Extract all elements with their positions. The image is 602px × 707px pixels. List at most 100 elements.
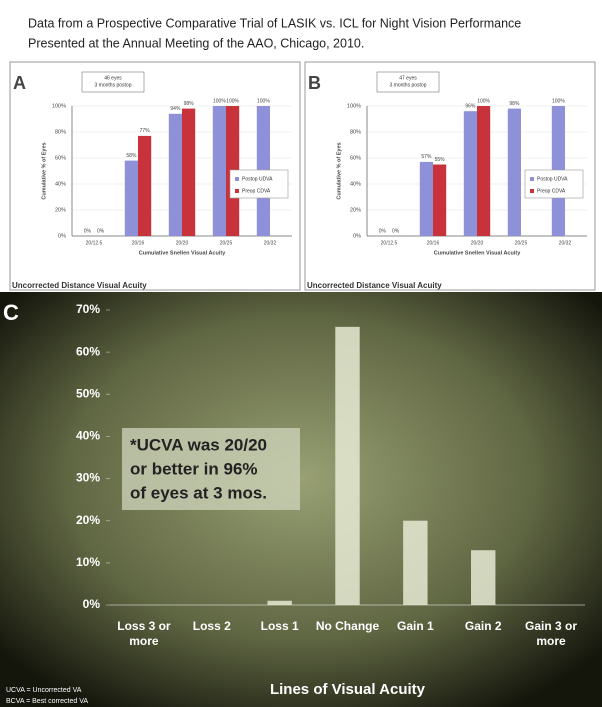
x-tick-label: Gain 3 or more — [525, 619, 578, 648]
annotation: of eyes at 3 mos. — [130, 483, 267, 502]
bar — [182, 108, 196, 236]
y-tick-label: 40% — [55, 181, 66, 187]
y-axis-label: Cumulative % of Eyes — [336, 142, 342, 199]
x-tick-label: 20/20 — [176, 240, 189, 246]
value-label: 77% — [140, 128, 151, 134]
annotation: 46 eyes — [104, 75, 122, 81]
bar — [212, 106, 226, 236]
y-tick-label: 60% — [350, 155, 361, 161]
legend-label: Preop CDVA — [537, 188, 566, 194]
bar — [433, 164, 447, 236]
y-tick-label: 20% — [76, 513, 100, 527]
x-tick-label: Loss 2 — [192, 619, 231, 633]
value-label: 0% — [97, 228, 105, 234]
y-tick-label: 40% — [350, 181, 361, 187]
value-label: 57% — [421, 154, 432, 160]
x-tick-label: Loss 1 — [260, 619, 299, 633]
legend-swatch — [530, 177, 534, 181]
bar — [267, 600, 292, 605]
annotation: *UCVA was 20/20 — [130, 435, 267, 454]
y-axis-label: Cumulative % of Eyes — [41, 142, 47, 199]
legend-swatch — [235, 177, 239, 181]
panel-label: A — [13, 73, 26, 93]
annotation: or better in 96% — [130, 459, 258, 478]
legend-label: Preop CDVA — [242, 188, 271, 194]
y-tick-label: 70% — [76, 302, 100, 316]
y-tick-label: 10% — [76, 555, 100, 569]
annotation-box — [376, 71, 440, 93]
x-tick-label: Loss 3 or more — [117, 619, 171, 648]
annotation: 3 months postop — [390, 82, 427, 88]
bar — [477, 106, 491, 236]
legend-swatch — [530, 189, 534, 193]
value-label: 55% — [435, 157, 446, 163]
panel-label: B — [308, 73, 321, 93]
bar — [471, 550, 496, 605]
panel-footer: Uncorrected Distance Visual Acuity — [12, 281, 147, 290]
header-line: Data from a Prospective Comparative Tria… — [28, 16, 521, 30]
value-label: 100% — [257, 98, 270, 104]
x-axis-label: Lines of Visual Acuity — [270, 681, 426, 698]
value-label: 96% — [465, 104, 476, 110]
legend-box — [524, 169, 584, 199]
value-label: 94% — [170, 106, 181, 112]
footnote: UCVA = Uncorrected VA — [6, 687, 82, 694]
legend-label: Postop UDVA — [242, 176, 273, 182]
x-tick-label: Gain 2 — [464, 619, 502, 633]
y-tick-label: 0% — [58, 233, 66, 239]
value-label: 0% — [392, 228, 400, 234]
photo-background — [0, 292, 602, 707]
x-tick-label: 20/16 — [427, 240, 440, 246]
x-tick-label: 20/32 — [559, 240, 572, 246]
value-label: 100% — [226, 98, 239, 104]
x-tick-label: 20/12.5 — [86, 240, 103, 246]
y-tick-label: 0% — [83, 597, 101, 611]
annotation: 3 months postop — [95, 82, 132, 88]
panel-footer: Uncorrected Distance Visual Acuity — [307, 281, 442, 290]
bar — [507, 108, 521, 236]
bar — [335, 326, 360, 605]
y-tick-label: 50% — [76, 386, 100, 400]
x-tick-label: Gain 1 — [397, 619, 434, 633]
x-axis-label: Cumulative Snellen Visual Acuity — [434, 250, 521, 256]
value-label: 98% — [509, 101, 520, 107]
x-tick-label: No Change — [315, 619, 380, 633]
header-line: Presented at the Annual Meeting of the A… — [28, 36, 364, 50]
y-tick-label: 100% — [347, 103, 361, 109]
value-label: 100% — [552, 98, 565, 104]
bar — [403, 520, 428, 605]
y-tick-label: 80% — [350, 129, 361, 135]
y-tick-label: 80% — [55, 129, 66, 135]
y-tick-label: 60% — [76, 344, 100, 358]
value-label: 0% — [379, 228, 387, 234]
x-axis-label: Cumulative Snellen Visual Acuity — [139, 250, 226, 256]
footnote: BCVA = Best corrected VA — [6, 698, 88, 705]
y-tick-label: 40% — [76, 429, 100, 443]
x-tick-label: 20/25 — [220, 240, 233, 246]
x-tick-label: 20/12.5 — [381, 240, 398, 246]
annotation-box — [81, 71, 145, 93]
bar — [124, 160, 138, 236]
bar — [463, 111, 477, 236]
y-tick-label: 0% — [353, 233, 361, 239]
x-tick-label: 20/20 — [471, 240, 484, 246]
bar — [138, 135, 152, 236]
y-tick-label: 60% — [55, 155, 66, 161]
bar — [168, 113, 182, 236]
legend-box — [229, 169, 289, 199]
bar — [419, 161, 433, 236]
value-label: 0% — [84, 228, 92, 234]
value-label: 100% — [477, 98, 490, 104]
annotation-box — [122, 428, 300, 510]
panel-label: C — [3, 300, 19, 325]
y-tick-label: 100% — [52, 103, 66, 109]
value-label: 58% — [126, 153, 137, 159]
x-tick-label: 20/32 — [264, 240, 277, 246]
y-tick-label: 20% — [350, 207, 361, 213]
y-tick-label: 20% — [55, 207, 66, 213]
legend-swatch — [235, 189, 239, 193]
annotation: 47 eyes — [399, 75, 417, 81]
y-tick-label: 30% — [76, 471, 100, 485]
